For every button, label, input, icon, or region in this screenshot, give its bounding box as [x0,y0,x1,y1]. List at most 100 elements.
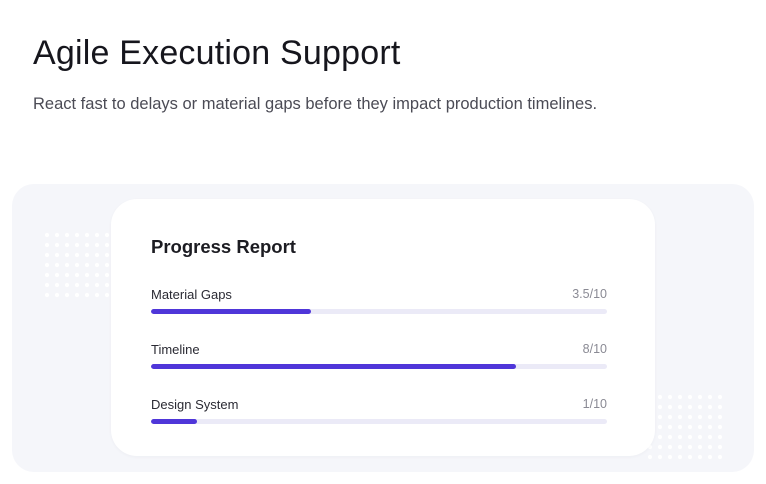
pattern-dot [677,394,683,400]
pattern-dot [697,404,703,410]
pattern-dot [74,262,80,268]
pattern-dot [54,232,60,238]
pattern-dot [44,262,50,268]
pattern-dot [104,252,110,258]
pattern-dot [677,404,683,410]
metric-timeline: Timeline 8/10 [151,341,607,373]
pattern-dot [104,272,110,278]
pattern-dot [94,252,100,258]
pattern-dot [687,394,693,400]
pattern-dot [64,282,70,288]
pattern-dot [74,272,80,278]
dot-pattern-right [647,394,723,460]
progress-track [151,309,607,314]
pattern-dot [687,454,693,460]
pattern-dot [657,434,663,440]
pattern-dot [84,282,90,288]
pattern-dot [707,444,713,450]
pattern-dot [707,424,713,430]
pattern-dot [64,232,70,238]
pattern-dot [697,394,703,400]
pattern-dot [657,404,663,410]
pattern-dot [657,414,663,420]
pattern-dot [84,262,90,268]
pattern-dot [84,242,90,248]
pattern-dot [717,404,723,410]
pattern-dot [104,232,110,238]
pattern-dot [44,292,50,298]
metric-label: Material Gaps [151,287,232,302]
pattern-dot [74,282,80,288]
pattern-dot [717,424,723,430]
pattern-dot [64,262,70,268]
pattern-dot [707,414,713,420]
pattern-dot [94,232,100,238]
pattern-dot [74,232,80,238]
pattern-dot [667,414,673,420]
pattern-dot [104,262,110,268]
pattern-dot [94,242,100,248]
pattern-dot [707,454,713,460]
pattern-dot [44,252,50,258]
pattern-dot [44,272,50,278]
pattern-dot [717,394,723,400]
pattern-dot [74,252,80,258]
pattern-dot [54,252,60,258]
pattern-dot [707,404,713,410]
page-subtitle: React fast to delays or material gaps be… [33,95,598,113]
pattern-dot [687,414,693,420]
pattern-dot [74,242,80,248]
pattern-dot [697,444,703,450]
pattern-dot [697,424,703,430]
pattern-dot [687,434,693,440]
pattern-dot [717,454,723,460]
progress-fill [151,364,516,369]
pattern-dot [84,232,90,238]
metric-value: 1/10 [582,397,607,411]
pattern-dot [657,424,663,430]
pattern-dot [44,232,50,238]
pattern-dot [697,414,703,420]
pattern-dot [667,454,673,460]
pattern-dot [54,262,60,268]
pattern-dot [74,292,80,298]
metric-material-gaps: Material Gaps 3.5/10 [151,286,607,318]
pattern-dot [697,454,703,460]
pattern-dot [647,454,653,460]
metric-design-system: Design System 1/10 [151,396,607,428]
pattern-dot [104,292,110,298]
pattern-dot [677,414,683,420]
pattern-dot [717,434,723,440]
metric-label: Design System [151,397,239,412]
metric-value: 3.5/10 [572,287,607,301]
pattern-dot [64,272,70,278]
pattern-dot [44,282,50,288]
pattern-dot [54,292,60,298]
pattern-dot [94,272,100,278]
pattern-dot [94,282,100,288]
card-title: Progress Report [151,236,296,257]
pattern-dot [707,394,713,400]
pattern-dot [677,424,683,430]
pattern-dot [687,424,693,430]
progress-fill [151,309,311,314]
pattern-dot [667,444,673,450]
pattern-dot [717,414,723,420]
pattern-dot [667,404,673,410]
pattern-dot [54,272,60,278]
pattern-dot [687,444,693,450]
pattern-dot [94,292,100,298]
pattern-dot [677,454,683,460]
pattern-dot [94,262,100,268]
pattern-dot [104,242,110,248]
pattern-dot [697,434,703,440]
pattern-dot [657,444,663,450]
pattern-dot [64,242,70,248]
pattern-dot [687,404,693,410]
pattern-dot [84,252,90,258]
pattern-dot [667,424,673,430]
pattern-dot [657,454,663,460]
progress-track [151,419,607,424]
pattern-dot [84,272,90,278]
pattern-dot [104,282,110,288]
